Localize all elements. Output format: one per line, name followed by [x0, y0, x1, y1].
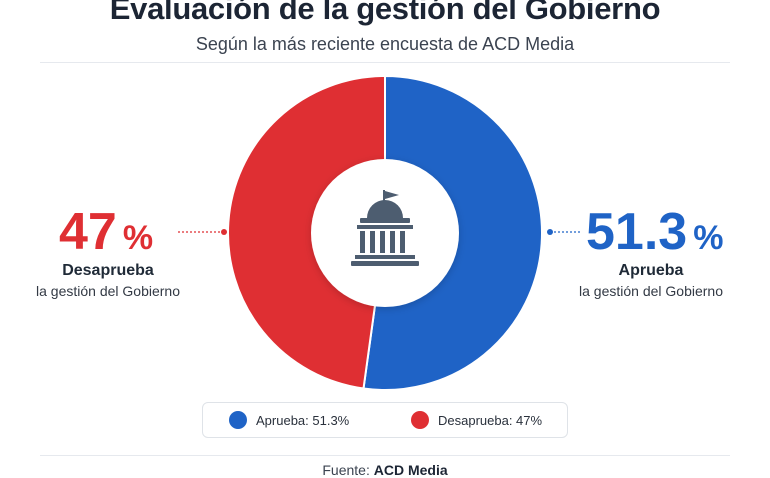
source-divider: [40, 455, 730, 456]
source-name: ACD Media: [373, 462, 448, 478]
chart-source: Fuente: ACD Media: [0, 462, 770, 478]
donut-slices: [226, 74, 543, 391]
title-divider: [40, 62, 730, 63]
chart-title: Evaluación de la gestión del Gobierno: [109, 0, 661, 26]
chart-subtitle: Según la más reciente encuesta de ACD Me…: [195, 34, 575, 54]
disapprove-label: Desaprueba: [62, 262, 154, 279]
legend-label-desaprueba: Desaprueba: 47%: [438, 412, 543, 428]
chart-legend: Aprueba: 51.3% Desaprueba: 47%: [202, 402, 568, 438]
approve-label: Aprueba: [618, 262, 684, 279]
disapprove-percentage: 47%: [59, 206, 153, 258]
approve-percentage: 51.3%: [586, 206, 723, 258]
legend-item-desaprueba: Desaprueba: 47%: [411, 411, 542, 429]
legend-item-aprueba: Aprueba: 51.3%: [229, 411, 349, 429]
legend-label-aprueba: Aprueba: 51.3%: [256, 412, 350, 428]
disapprove-percent-sign: %: [122, 219, 154, 257]
approve-percent-sign: %: [693, 219, 724, 257]
disapprove-sublabel: la gestión del Gobierno: [36, 283, 180, 299]
disapprove-value: 47: [59, 203, 117, 261]
legend-swatch-aprueba: [229, 411, 247, 429]
approve-value: 51.3: [586, 203, 688, 261]
approve-sublabel: la gestión del Gobierno: [579, 283, 723, 299]
leader-lines: [178, 229, 582, 235]
source-prefix: Fuente:: [322, 462, 370, 478]
leader-aprueba-dot: [547, 229, 553, 235]
leader-desaprueba-dot: [221, 229, 227, 235]
legend-swatch-desaprueba: [411, 411, 429, 429]
government-building-icon: [351, 190, 419, 266]
